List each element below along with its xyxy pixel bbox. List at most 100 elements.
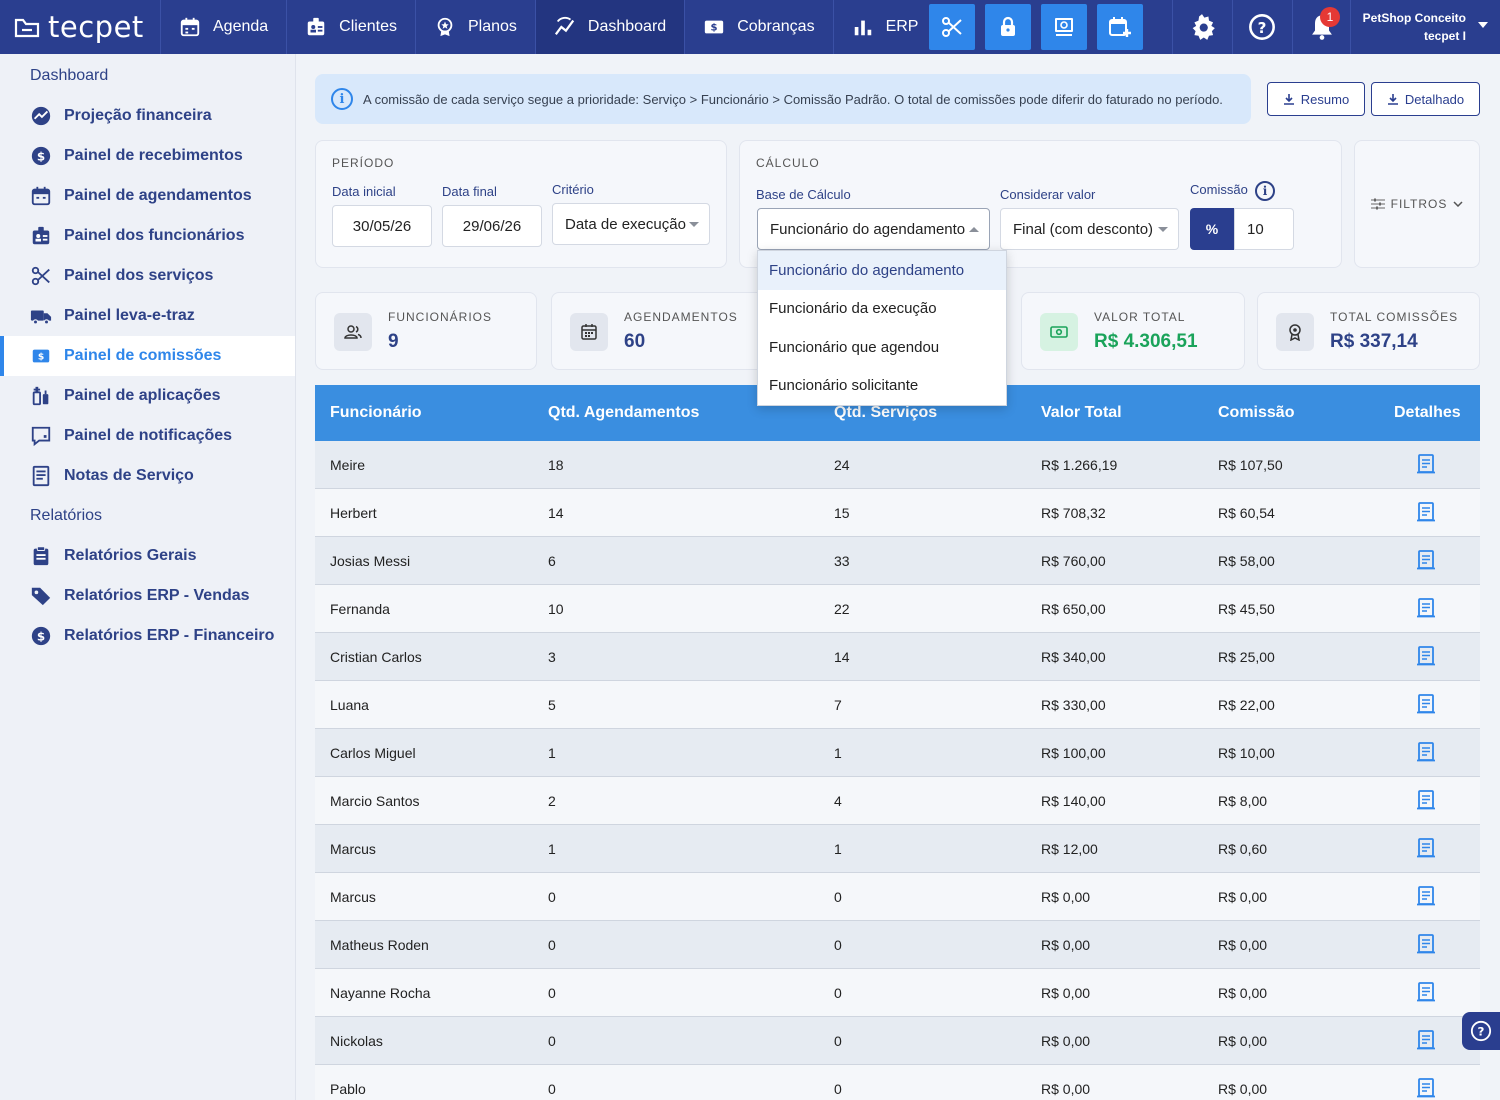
- criteria-select[interactable]: Data de execução: [552, 203, 710, 245]
- quick-monitor-button[interactable]: [1041, 4, 1087, 50]
- quick-new-appointment-button[interactable]: [1097, 4, 1143, 50]
- end-date-input[interactable]: 29/06/26: [442, 205, 542, 247]
- base-option[interactable]: Funcionário que agendou: [769, 338, 940, 356]
- cell-employee: Nayanne Rocha: [330, 985, 431, 1001]
- nav-dashboard[interactable]: Dashboard: [534, 0, 685, 54]
- table-row: Meire 18 24 R$ 1.266,19 R$ 107,50: [315, 441, 1480, 489]
- nav-clientes[interactable]: Clientes: [286, 0, 415, 54]
- stat-total-commissions: TOTAL COMISSÕES R$ 337,14: [1257, 292, 1480, 370]
- sidebar-item-recebimentos[interactable]: $ Painel de recebimentos: [0, 136, 295, 176]
- logo[interactable]: tecpet: [0, 0, 160, 54]
- receipt-icon[interactable]: [1415, 933, 1437, 955]
- receipt-icon[interactable]: [1415, 837, 1437, 859]
- money-icon: $: [32, 349, 50, 363]
- sidebar-item-funcionarios[interactable]: Painel dos funcionários: [0, 216, 295, 256]
- sidebar-section-dashboard: Dashboard: [30, 67, 109, 84]
- cell-employee: Marcus: [330, 841, 376, 857]
- nav-agenda[interactable]: Agenda: [160, 0, 286, 54]
- help-button[interactable]: ?: [1232, 0, 1290, 54]
- header-appointments[interactable]: Qtd. Agendamentos: [548, 404, 700, 421]
- start-date-input[interactable]: 30/05/26: [332, 205, 432, 247]
- cell-employee: Marcus: [330, 889, 376, 905]
- stat-appointments: AGENDAMENTOS 60: [551, 292, 773, 370]
- receipt-icon[interactable]: [1415, 1029, 1437, 1051]
- sidebar-item-notificacoes[interactable]: Painel de notificações: [0, 416, 295, 456]
- nav-label: Cobranças: [737, 18, 815, 35]
- notifications-button[interactable]: 1: [1292, 0, 1350, 54]
- base-value: Funcionário do agendamento: [770, 220, 966, 238]
- export-detailed-button[interactable]: Detalhado: [1371, 82, 1480, 116]
- main-content: i A comissão de cada serviço segue a pri…: [296, 54, 1500, 1100]
- sidebar-item-agendamentos[interactable]: Painel de agendamentos: [0, 176, 295, 216]
- receipt-icon[interactable]: [1415, 693, 1437, 715]
- sidebar-item-projecao[interactable]: Projeção financeira: [0, 96, 295, 136]
- receipt-icon[interactable]: [1415, 1077, 1437, 1099]
- receipt-icon[interactable]: [1415, 549, 1437, 571]
- commission-unit-toggle[interactable]: %: [1190, 208, 1234, 250]
- receipt-icon[interactable]: [1415, 741, 1437, 763]
- help-circle-icon: ?: [1248, 14, 1275, 40]
- header-services[interactable]: Qtd. Serviços: [834, 404, 938, 421]
- receipt-icon[interactable]: [1415, 453, 1437, 475]
- cell-employee: Josias Messi: [330, 553, 411, 569]
- cell-employee: Marcio Santos: [330, 793, 420, 809]
- stat-label: FUNCIONÁRIOS: [388, 310, 493, 324]
- sidebar-item-relatorios-financeiro[interactable]: $ Relatórios ERP - Financeiro: [0, 616, 295, 656]
- badge-icon: [32, 226, 50, 245]
- base-option[interactable]: Funcionário do agendamento: [758, 251, 1006, 290]
- receipt-icon[interactable]: [1415, 981, 1437, 1003]
- sidebar-item-aplicacoes[interactable]: Painel de aplicações: [0, 376, 295, 416]
- header-total-value[interactable]: Valor Total: [1041, 404, 1122, 421]
- sidebar-item-servicos[interactable]: Painel dos serviços: [0, 256, 295, 296]
- header-commission[interactable]: Comissão: [1218, 404, 1295, 421]
- award-icon: [1276, 313, 1314, 351]
- table-row: Marcio Santos 2 4 R$ 140,00 R$ 8,00: [315, 777, 1480, 825]
- export-summary-button[interactable]: Resumo: [1267, 82, 1365, 116]
- nav-label: Dashboard: [587, 18, 667, 35]
- stat-value: R$ 337,14: [1330, 331, 1418, 352]
- cash-icon: [1040, 313, 1078, 351]
- cell-services: 1: [834, 745, 842, 761]
- nav-planos[interactable]: Planos: [414, 0, 535, 54]
- cell-total-value: R$ 1.266,19: [1041, 457, 1118, 473]
- nav-erp[interactable]: ERP: [832, 0, 937, 54]
- cell-employee: Meire: [330, 457, 366, 473]
- base-option[interactable]: Funcionário da execução: [769, 300, 937, 318]
- nav-label: ERP: [885, 18, 919, 35]
- base-select[interactable]: Funcionário do agendamento: [757, 208, 990, 250]
- base-option[interactable]: Funcionário solicitante: [769, 377, 919, 395]
- chat-icon: [31, 426, 51, 447]
- nav-cobrancas[interactable]: $ Cobranças: [684, 0, 832, 54]
- sidebar-item-comissoes[interactable]: $ Painel de comissões: [0, 336, 295, 376]
- quick-services-button[interactable]: [929, 4, 975, 50]
- receipt-icon[interactable]: [1415, 789, 1437, 811]
- consider-select[interactable]: Final (com desconto): [1000, 208, 1179, 250]
- monitor-icon: [1055, 18, 1073, 36]
- svg-text:?: ?: [1257, 19, 1266, 37]
- sidebar-item-relatorios-gerais[interactable]: Relatórios Gerais: [0, 536, 295, 576]
- cell-services: 1: [834, 841, 842, 857]
- quick-lock-button[interactable]: [985, 4, 1031, 50]
- commission-label: Comissão: [1190, 182, 1248, 197]
- info-icon[interactable]: i: [1255, 181, 1275, 201]
- cell-total-value: R$ 140,00: [1041, 793, 1106, 809]
- table-row: Luana 5 7 R$ 330,00 R$ 22,00: [315, 681, 1480, 729]
- user-menu[interactable]: PetShop Conceito tecpet I: [1350, 0, 1500, 54]
- header-employee[interactable]: Funcionário: [330, 404, 422, 421]
- support-chat-button[interactable]: ?: [1462, 1012, 1500, 1050]
- settings-button[interactable]: [1172, 0, 1230, 54]
- sidebar-item-leva-e-traz[interactable]: Painel leva-e-traz: [0, 296, 295, 336]
- receipt-icon[interactable]: [1415, 885, 1437, 907]
- calendar-icon: [180, 17, 200, 37]
- receipt-icon[interactable]: [1415, 501, 1437, 523]
- cell-commission: R$ 25,00: [1218, 649, 1275, 665]
- filters-button[interactable]: FILTROS: [1354, 140, 1480, 268]
- receipt-icon[interactable]: [1415, 597, 1437, 619]
- receipt-icon[interactable]: [1415, 645, 1437, 667]
- consider-value: Final (com desconto): [1013, 220, 1154, 238]
- sidebar-item-label: Projeção financeira: [64, 107, 212, 124]
- commission-input[interactable]: 10: [1234, 208, 1294, 250]
- sidebar-item-relatorios-vendas[interactable]: Relatórios ERP - Vendas: [0, 576, 295, 616]
- cell-appointments: 0: [548, 937, 556, 953]
- sidebar-item-notas-servico[interactable]: Notas de Serviço: [0, 456, 295, 496]
